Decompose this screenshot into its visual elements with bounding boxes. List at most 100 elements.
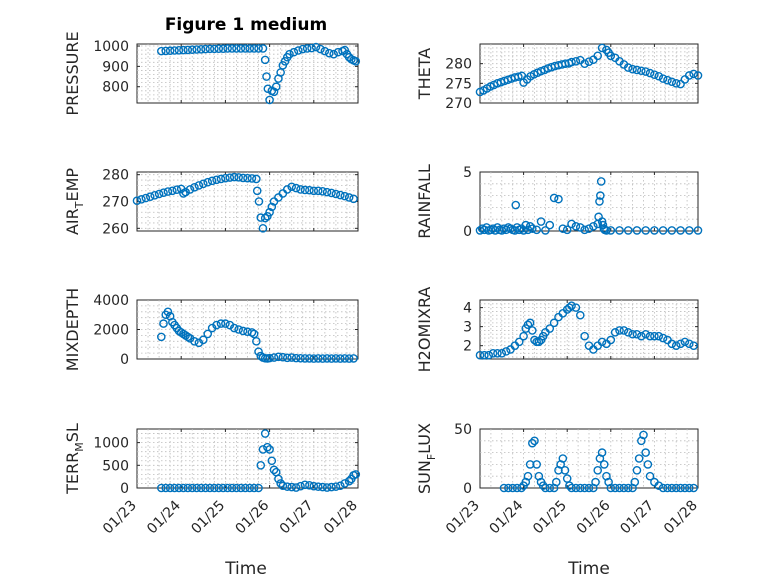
- data-point: [351, 470, 361, 479]
- data-point: [521, 220, 531, 230]
- data-point: [240, 483, 250, 493]
- y-tick-label: 1000: [93, 39, 129, 55]
- data-point: [637, 331, 646, 341]
- data-point: [689, 69, 698, 79]
- data-point: [689, 483, 698, 493]
- data-point: [671, 79, 681, 88]
- data-point: [300, 185, 310, 195]
- data-point: [282, 185, 292, 194]
- data-point: [584, 224, 594, 233]
- data-point: [225, 173, 235, 182]
- data-point: [619, 326, 629, 335]
- data-point: [203, 177, 213, 187]
- data-point: [320, 46, 330, 56]
- y-tick-label: 900: [102, 59, 129, 75]
- data-point: [300, 480, 310, 490]
- y-axis-label-7: SUNFLUX: [415, 423, 438, 494]
- data-point: [523, 320, 533, 330]
- data-point: [628, 329, 637, 339]
- data-point: [488, 348, 498, 358]
- data-point: [183, 483, 193, 493]
- data-point: [282, 353, 292, 363]
- data-point: [525, 221, 535, 231]
- y-tick-label: 0: [120, 352, 129, 368]
- data-point: [185, 185, 195, 194]
- y-axis-label-5: H2OMIXRA: [415, 287, 434, 373]
- data-point: [212, 175, 221, 185]
- data-point: [615, 226, 624, 235]
- data-point: [263, 442, 272, 452]
- data-point: [267, 202, 277, 212]
- y-tick-label: 270: [102, 195, 129, 211]
- data-point: [154, 189, 164, 199]
- data-point: [313, 482, 323, 491]
- data-point: [528, 326, 537, 335]
- data-point: [296, 185, 305, 194]
- data-point: [170, 46, 179, 55]
- data-point: [530, 436, 539, 446]
- y-tick-label: 50: [454, 422, 472, 438]
- data-point: [327, 482, 336, 492]
- data-point: [252, 174, 261, 184]
- data-point: [511, 200, 521, 210]
- data-point: [532, 460, 541, 469]
- data-point: [157, 332, 166, 342]
- data-point: [201, 483, 210, 493]
- data-point: [599, 460, 609, 469]
- data-point: [137, 195, 146, 204]
- data-point: [254, 197, 264, 206]
- y-tick-label: 0: [463, 224, 472, 240]
- data-point: [628, 64, 637, 74]
- data-point: [205, 483, 215, 493]
- data-point: [132, 196, 142, 205]
- y-tick-label: 0: [120, 481, 129, 497]
- data-point: [163, 307, 173, 317]
- subplot-2: 260 270 280 AIRTEMP: [63, 168, 359, 237]
- data-point: [318, 187, 327, 196]
- data-point: [641, 226, 650, 235]
- data-point: [645, 68, 655, 78]
- data-point: [684, 483, 694, 493]
- x-tick-label: 01/24: [487, 497, 527, 537]
- data-point: [532, 225, 541, 235]
- data-point: [663, 75, 672, 85]
- data-point: [545, 483, 555, 493]
- data-point: [181, 187, 190, 197]
- data-point: [351, 56, 361, 66]
- data-point: [615, 483, 624, 493]
- data-point: [593, 465, 603, 475]
- data-point: [643, 460, 653, 469]
- data-point: [287, 353, 297, 362]
- subplot-5: 2 3 4 H2OMIXRA: [415, 287, 699, 373]
- data-point: [340, 191, 350, 201]
- data-point: [632, 65, 642, 75]
- x-tick-label: 01/27: [277, 498, 317, 538]
- data-point: [584, 57, 594, 67]
- data-point: [580, 331, 589, 341]
- data-point: [606, 51, 616, 61]
- data-point: [514, 72, 523, 81]
- data-point: [684, 71, 694, 80]
- data-point: [179, 45, 188, 55]
- data-point: [260, 55, 270, 65]
- data-point: [554, 194, 563, 204]
- subplot-7: 0 50 01/23 01/24 01/25 01/26 01/27 01/28 SUNFLUX: [415, 422, 701, 537]
- data-point: [260, 213, 270, 223]
- data-point: [238, 326, 248, 336]
- x-tick-label: 01/26: [574, 497, 614, 537]
- data-point: [623, 483, 633, 493]
- data-point: [269, 353, 279, 362]
- data-point: [606, 226, 616, 235]
- y-tick-label: 260: [102, 221, 129, 237]
- x-tick-label: 01/25: [188, 498, 228, 538]
- data-point: [593, 51, 603, 61]
- data-point: [210, 483, 219, 493]
- data-point: [541, 226, 550, 235]
- data-point: [571, 57, 581, 66]
- data-point: [654, 481, 664, 490]
- data-point: [236, 483, 246, 493]
- data-point: [549, 193, 559, 203]
- data-point: [584, 483, 594, 493]
- data-point: [619, 483, 629, 493]
